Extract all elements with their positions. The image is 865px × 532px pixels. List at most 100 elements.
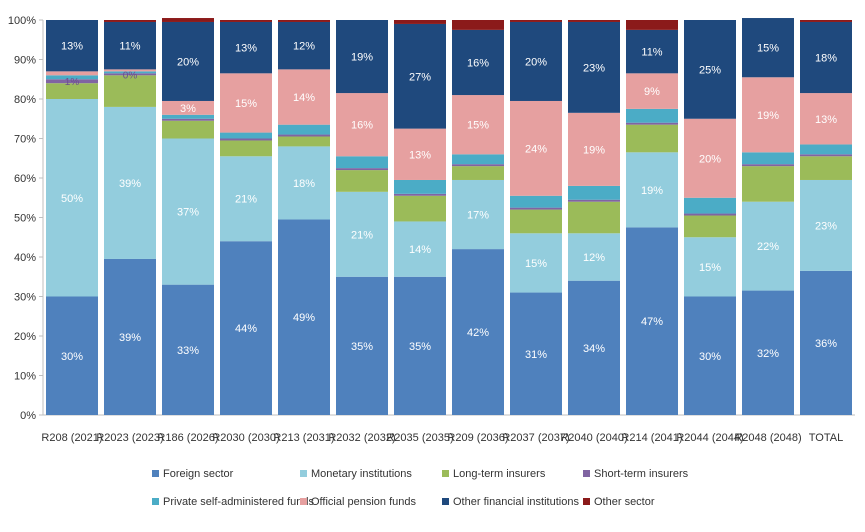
y-tick-label: 80% [14,94,36,106]
bar-segment [452,249,504,415]
bar-segment [510,292,562,415]
bar-segment [510,100,562,196]
bar-segment [220,132,272,139]
legend-swatch [583,470,590,477]
data-label: 13% [235,43,257,55]
bar-segment [162,100,214,115]
bar-segment [452,164,504,167]
bar-segment [568,201,620,234]
bar-segment [46,75,98,80]
bar-segment [510,20,562,22]
data-label: 15% [699,262,721,274]
data-label: 31% [525,349,547,361]
bar-segment [800,154,852,157]
data-label: 15% [467,120,489,132]
bar-segment [568,21,620,113]
bar-segment [394,195,446,222]
bar-segment [742,290,794,415]
data-label: 15% [235,98,257,110]
bar-segment [452,179,504,250]
bar-segment [452,20,504,30]
data-label: 11% [119,41,140,53]
bar-segment [684,197,736,214]
data-label: 0% [123,70,138,81]
data-label: 19% [641,185,663,197]
y-tick-label: 10% [14,371,36,383]
bar-segment [626,152,678,228]
data-label: 39% [119,178,141,190]
bar-segment [684,296,736,415]
data-label: 13% [61,41,83,53]
legend-swatch [152,498,159,505]
bar-segment [278,219,330,415]
x-axis: R208 (2021)R2023 (2023)R186 (2026)R2030 … [41,414,855,444]
data-label: 15% [757,43,779,55]
bar-segment [162,138,214,285]
data-label: 44% [235,323,257,335]
data-label: 23% [815,220,837,232]
legend-label: Monetary institutions [311,468,412,480]
bar-segment [626,227,678,415]
bar-segment [800,156,852,180]
bar-segment [684,215,736,238]
bar-segment [220,20,272,22]
bar-segment [278,124,330,135]
data-label: 21% [351,229,373,241]
bar-segment [220,138,272,141]
data-label: 16% [467,57,489,69]
bar-segment [336,191,388,277]
bar-segment [162,118,214,121]
data-label: 50% [61,193,83,205]
bar-segment [394,23,446,129]
data-label: 30% [61,351,83,363]
bar-segment [800,144,852,155]
legend-swatch [442,498,449,505]
data-label: 35% [409,341,431,353]
legend: Foreign sector Monetary institutions Long-… [152,468,689,508]
bar-segment [278,21,330,70]
y-tick-label: 20% [14,331,36,343]
data-label: 37% [177,207,199,219]
bar-segment [394,20,446,24]
bar-segment [162,120,214,139]
bar-segment [104,20,156,22]
data-label: 20% [177,56,199,68]
bar-segment [684,237,736,297]
legend-label: Other financial institutions [453,496,579,508]
bar-segment [336,168,388,171]
bar-segment [46,296,98,415]
x-tick-label: TOTAL [809,432,843,444]
data-label: 14% [293,92,315,104]
legend-swatch [300,498,307,505]
legend-label: Other sector [594,496,655,508]
legend-swatch [152,470,159,477]
bar-segment [104,73,156,76]
bar-segment [510,233,562,293]
data-label: 47% [641,316,663,328]
bar-segment [278,69,330,125]
bar-segment [800,270,852,415]
x-tick-label: R209 (2036) [447,432,508,444]
x-tick-label: R2023 (2023) [96,432,163,444]
bar-segment [278,146,330,220]
data-label: 16% [351,120,373,132]
bar-segment [46,71,98,76]
x-tick-label: R214 (2041) [621,432,682,444]
data-label: 35% [351,341,373,353]
bar-segment [46,99,98,297]
bar-segment [742,164,794,167]
legend-label: Foreign sector [163,468,234,480]
bar-segment [336,20,388,94]
bar-segment [742,166,794,202]
data-label: 12% [293,41,315,53]
bar-segment [394,193,446,196]
y-tick-label: 90% [14,55,36,67]
bar-segment [684,118,736,198]
legend-swatch [583,498,590,505]
bar-segment [568,199,620,202]
bar-segment [452,154,504,165]
y-tick-label: 0% [20,410,36,422]
bar-segment [452,95,504,155]
y-tick-label: 50% [14,213,36,225]
